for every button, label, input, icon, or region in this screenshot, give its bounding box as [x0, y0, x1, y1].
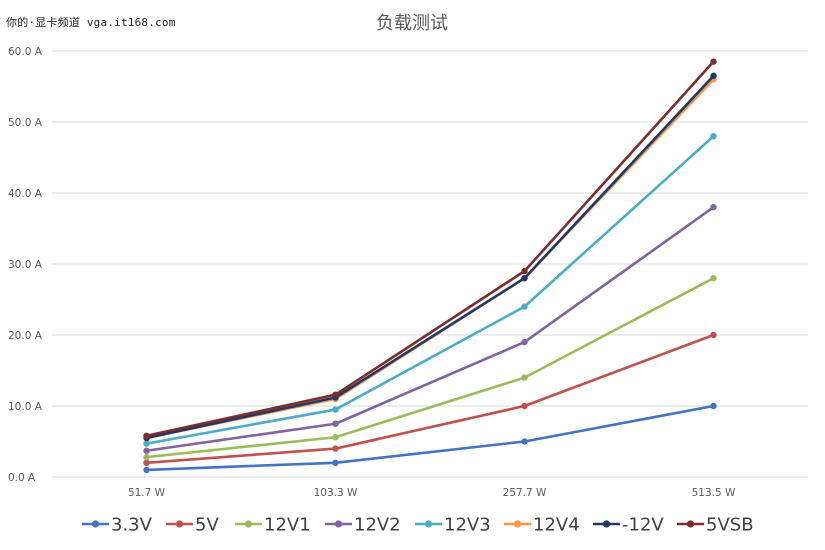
series-line: [146, 206, 715, 453]
legend-label: 5V: [195, 515, 219, 536]
legend: 3.3V 5V 12V1 12V2 12V3 12V4 -12V 5VSB: [82, 515, 754, 536]
legend-label: 5VSB: [706, 515, 754, 536]
legend-item: 12V3: [415, 515, 491, 536]
data-point: [143, 432, 150, 440]
x-tick-label: 513.5 W: [692, 487, 736, 499]
legend-swatch-marker: [175, 520, 184, 528]
legend-swatch-marker: [334, 520, 343, 528]
series-12V1: [143, 275, 717, 461]
data-point: [332, 459, 339, 466]
legend-label: 12V4: [533, 515, 580, 536]
legend-item: 5VSB: [677, 515, 754, 536]
data-point: [332, 406, 339, 413]
data-point: [521, 275, 528, 282]
data-point: [332, 391, 339, 398]
series-line: [146, 74, 715, 440]
legend-item: 12V1: [235, 515, 311, 536]
data-point: [143, 466, 150, 474]
series-12V2: [143, 204, 717, 454]
data-point: [710, 133, 717, 140]
legend-label: 12V3: [444, 515, 491, 536]
legend-item: 12V2: [325, 515, 401, 536]
series-12V4: [143, 76, 717, 442]
legend-swatch-marker: [244, 520, 253, 528]
data-point: [521, 303, 528, 310]
y-tick-label: 60.0 A: [8, 46, 43, 58]
data-point: [521, 267, 528, 275]
y-tick-label: 20.0 A: [8, 330, 43, 342]
data-point: [710, 204, 717, 211]
legend-swatch-marker: [602, 520, 611, 528]
chart-title: 负载测试: [376, 13, 448, 34]
series-5V: [143, 331, 717, 466]
series-5VSB: [143, 58, 717, 440]
data-point: [521, 402, 528, 410]
data-point: [710, 402, 717, 410]
data-point: [710, 275, 717, 282]
y-tick-label: 40.0 A: [8, 188, 43, 200]
legend-label: -12V: [622, 515, 664, 536]
data-point: [143, 447, 150, 454]
series-line: [146, 333, 714, 465]
y-axis: 0.0 A 10.0 A 20.0 A 30.0 A 40.0 A 50.0 A 60.0 …: [8, 46, 43, 484]
data-point: [143, 459, 150, 466]
legend-swatch-marker: [686, 520, 695, 528]
x-tick-label: 257.7 W: [503, 487, 547, 499]
series-3.3V: [143, 402, 717, 474]
y-tick-label: 50.0 A: [8, 117, 43, 129]
data-point: [521, 374, 528, 381]
data-point: [710, 58, 717, 65]
data-point: [332, 420, 339, 427]
data-point: [521, 438, 528, 445]
legend-item: 5V: [166, 515, 219, 536]
series-line: [146, 404, 714, 472]
legend-label: 12V1: [264, 515, 311, 536]
legend-label: 3.3V: [111, 515, 153, 536]
series-line: [146, 135, 715, 445]
data-point: [332, 434, 339, 441]
x-tick-label: 51.7 W: [128, 487, 166, 499]
x-tick-label: 103.3 W: [314, 487, 358, 499]
data-point: [332, 445, 339, 452]
y-tick-label: 10.0 A: [8, 401, 43, 413]
series-line: [146, 60, 715, 438]
series--12V: [143, 72, 717, 442]
legend-item: 3.3V: [82, 515, 153, 536]
legend-swatch-marker: [91, 520, 100, 528]
series-lines: [143, 58, 717, 474]
data-point: [710, 331, 717, 339]
data-point: [521, 338, 528, 346]
watermark-text: 你的·显卡频道 vga.it168.com: [6, 16, 176, 29]
y-tick-label: 0.0 A: [8, 472, 36, 484]
legend-label: 12V2: [354, 515, 401, 536]
x-axis: 51.7 W 103.3 W 257.7 W 513.5 W: [128, 487, 736, 499]
data-point: [143, 440, 150, 447]
series-line: [146, 277, 715, 459]
legend-item: -12V: [593, 515, 664, 536]
gridlines: [52, 50, 808, 478]
legend-swatch-marker: [424, 520, 433, 528]
series-12V3: [143, 133, 717, 447]
y-tick-label: 30.0 A: [8, 259, 43, 271]
data-point: [143, 453, 150, 461]
legend-swatch-marker: [513, 520, 522, 528]
legend-item: 12V4: [504, 515, 580, 536]
data-point: [710, 72, 717, 80]
